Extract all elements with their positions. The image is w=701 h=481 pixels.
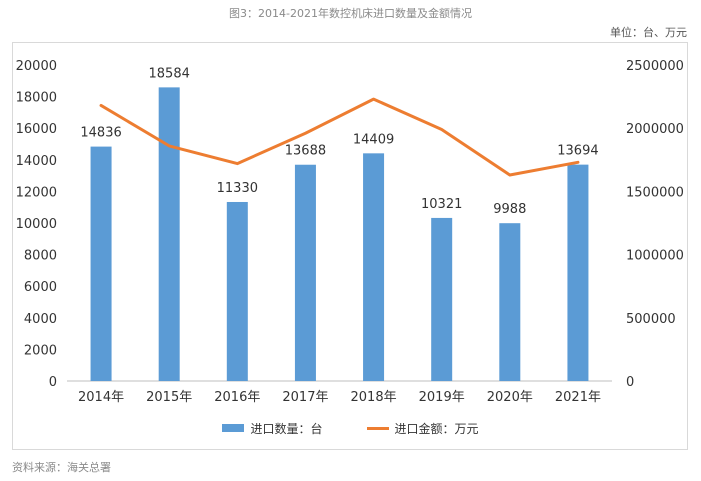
bar <box>294 164 316 381</box>
y-left-tick-label: 20000 <box>16 59 57 74</box>
y-left-tick-label: 10000 <box>16 217 57 232</box>
y-left-tick-label: 18000 <box>16 91 57 106</box>
x-tick-label: 2019年 <box>419 390 465 405</box>
source-note: 资料来源：海关总署 <box>12 461 111 474</box>
y-left-tick-label: 8000 <box>24 249 57 264</box>
y-right-tick-label: 2500000 <box>626 59 684 74</box>
y-left-tick-label: 14000 <box>16 154 57 169</box>
y-right-tick-label: 1000000 <box>626 249 684 264</box>
bar <box>363 153 385 381</box>
bar <box>158 87 180 381</box>
bar-data-label: 10321 <box>421 197 462 212</box>
chart-title: 图3：2014-2021年数控机床进口数量及金额情况 <box>229 7 472 20</box>
y-left-tick-label: 16000 <box>16 122 57 137</box>
chart-legend: 进口数量：台 进口金额：万元 <box>0 418 701 438</box>
bar-data-label: 14409 <box>353 132 394 147</box>
unit-label: 单位：台、万元 <box>610 26 687 39</box>
bar-data-label: 18584 <box>149 66 190 81</box>
y-left-tick-label: 2000 <box>24 343 57 358</box>
amount-line <box>99 97 580 177</box>
x-tick-label: 2020年 <box>487 390 533 405</box>
legend-label-quantity: 进口数量：台 <box>250 421 323 436</box>
legend-swatch-bar <box>222 424 245 432</box>
bar <box>567 164 589 381</box>
y-left-tick-label: 4000 <box>24 312 57 327</box>
bar <box>431 217 453 381</box>
bar-data-label: 13694 <box>557 144 598 159</box>
y-right-tick-label: 2000000 <box>626 122 684 137</box>
y-left-tick-label: 0 <box>49 375 57 390</box>
legend-swatch-line <box>366 426 389 430</box>
y-left-tick-label: 6000 <box>24 280 57 295</box>
bar-data-label: 14836 <box>80 126 121 141</box>
bar <box>90 146 112 381</box>
y-right-tick-label: 500000 <box>626 312 676 327</box>
bar-data-label: 11330 <box>217 181 258 196</box>
y-left-tick-label: 12000 <box>16 185 57 200</box>
bar-data-label: 13688 <box>285 144 326 159</box>
x-tick-label: 2018年 <box>351 390 397 405</box>
bar-data-label: 9988 <box>493 202 526 217</box>
x-tick-label: 2015年 <box>146 390 192 405</box>
legend-item-amount: 进口金额：万元 <box>366 420 479 437</box>
x-tick-label: 2017年 <box>282 390 328 405</box>
chart-frame <box>12 42 688 450</box>
legend-item-quantity: 进口数量：台 <box>222 420 323 437</box>
bar <box>226 201 248 381</box>
y-right-tick-label: 0 <box>626 375 634 390</box>
x-tick-label: 2014年 <box>78 390 124 405</box>
y-right-tick-label: 1500000 <box>626 185 684 200</box>
x-tick-label: 2021年 <box>555 390 601 405</box>
legend-label-amount: 进口金额：万元 <box>394 421 479 436</box>
bar <box>499 223 521 381</box>
x-tick-label: 2016年 <box>214 390 260 405</box>
